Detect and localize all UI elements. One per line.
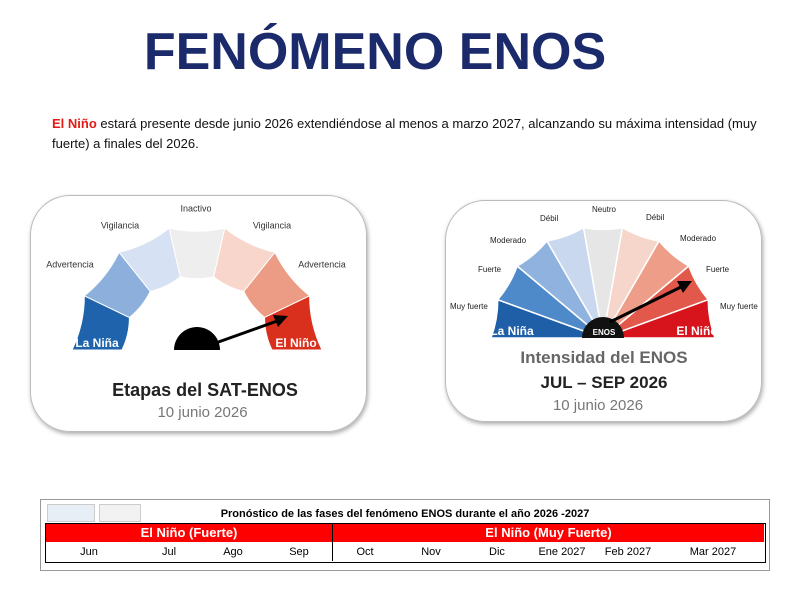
gauge-segment bbox=[602, 298, 717, 339]
month: Dic bbox=[489, 546, 505, 558]
caption: Intensidad del ENOS bbox=[520, 348, 688, 367]
needle bbox=[609, 284, 684, 324]
table-frame bbox=[45, 523, 766, 563]
gauge-label: Muy fuerte bbox=[720, 302, 758, 311]
needle-hub bbox=[174, 327, 220, 350]
gauge-label: Neutro bbox=[592, 205, 617, 214]
phase: El Niño (Fuerte) bbox=[46, 524, 333, 542]
gauge-label: Moderado bbox=[680, 234, 717, 243]
intro-text: estará presente desde junio 2026 extendi… bbox=[52, 116, 757, 151]
gauge-end-label: El Niño bbox=[676, 324, 717, 338]
gauge-end-label: La Niña bbox=[490, 324, 534, 338]
gauge-label: Fuerte bbox=[478, 265, 502, 274]
month: Jun bbox=[80, 546, 98, 558]
table-title: Pronóstico de las fases del fenómeno ENO… bbox=[220, 508, 590, 520]
gauge-label: Advertencia bbox=[298, 259, 346, 269]
gauge-label: Vigilancia bbox=[101, 220, 139, 230]
intensity-gauge: Muy fuerte Fuerte Moderado Débil Neutro … bbox=[450, 205, 758, 339]
gauge-center-label: ENOS bbox=[593, 328, 616, 337]
gauge-label: Advertencia bbox=[46, 259, 94, 269]
gauge-label: Débil bbox=[540, 214, 558, 223]
forecast-table: Pronóstico de las fases del fenómeno ENO… bbox=[40, 499, 770, 571]
gauge-end-label: El Niño bbox=[275, 336, 316, 350]
month: Feb 2027 bbox=[604, 546, 652, 558]
needle bbox=[209, 318, 281, 347]
month: Jul bbox=[161, 546, 177, 558]
stages-card bbox=[30, 195, 367, 432]
needle-head bbox=[677, 281, 692, 293]
divider bbox=[332, 542, 333, 561]
month: Ene 2027 bbox=[538, 546, 586, 558]
phase: El Niño (Muy Fuerte) bbox=[333, 524, 764, 542]
gauge-label: Vigilancia bbox=[253, 220, 291, 230]
title: FENÓMENO ENOS bbox=[143, 23, 607, 81]
gauge-label: Inactivo bbox=[180, 203, 211, 213]
intro: El Niño estará presente desde junio 2026… bbox=[52, 114, 772, 154]
month: Ago bbox=[223, 546, 243, 558]
month: Sep bbox=[289, 546, 309, 558]
logo bbox=[99, 504, 141, 522]
gauge-label: Moderado bbox=[490, 236, 527, 245]
date: 10 junio 2026 bbox=[157, 404, 248, 421]
gauge-label: Muy fuerte bbox=[450, 302, 488, 311]
needle-hub bbox=[582, 317, 624, 338]
gauge-label: Débil bbox=[646, 213, 664, 222]
month: Nov bbox=[421, 546, 441, 558]
needle-head bbox=[273, 315, 288, 327]
highlight: El Niño bbox=[52, 116, 97, 131]
caption: Etapas del SAT-ENOS bbox=[112, 380, 298, 400]
date: 10 junio 2026 bbox=[552, 397, 644, 414]
gauge-end-label: La Niña bbox=[75, 336, 119, 350]
month: Oct bbox=[356, 546, 374, 558]
gauge-label: Fuerte bbox=[706, 265, 730, 274]
month: Mar 2027 bbox=[689, 546, 737, 558]
intensity-card bbox=[445, 200, 762, 422]
stages-gauge: Advertencia Vigilancia Inactivo Vigilanc… bbox=[46, 203, 346, 351]
logo bbox=[47, 504, 95, 522]
period: JUL – SEP 2026 bbox=[540, 373, 668, 392]
